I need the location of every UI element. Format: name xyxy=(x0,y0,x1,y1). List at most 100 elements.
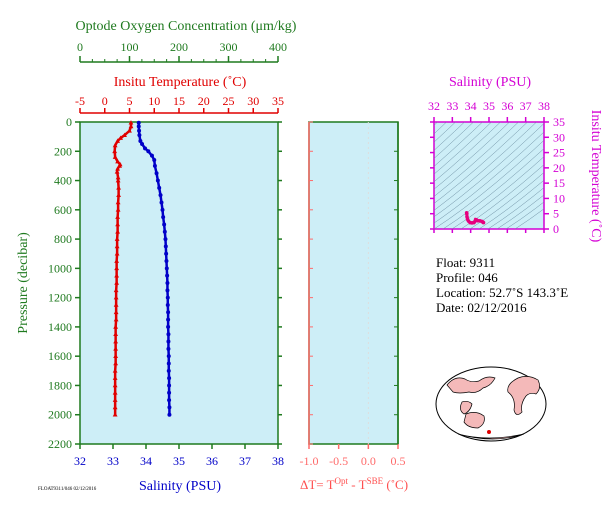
salinity-point xyxy=(137,128,142,133)
density-contour xyxy=(434,122,447,135)
main-data-layer xyxy=(112,120,172,417)
salinity-point xyxy=(167,376,172,381)
pressure-tick-label: 1200 xyxy=(48,291,72,305)
density-contour xyxy=(434,122,528,204)
density-contour xyxy=(434,122,456,143)
salinity-point xyxy=(166,339,171,344)
temperature-point xyxy=(113,346,119,351)
pressure-tick-label: 600 xyxy=(54,203,72,217)
temperature-point xyxy=(113,302,119,307)
temperature-axis-title: Insitu Temperature (˚C) xyxy=(114,75,247,90)
ts-xtick-label: 36 xyxy=(501,99,513,113)
delta-axes: -1.0 -0.5 0.0 0.5 xyxy=(300,121,406,468)
density-contour xyxy=(434,122,519,197)
temperature-tick-label: 15 xyxy=(173,94,185,108)
temperature-point xyxy=(116,192,122,197)
salinity-tick-label: 32 xyxy=(74,454,86,468)
salinity-tick-label: 34 xyxy=(140,454,152,468)
ts-density-contours xyxy=(434,122,544,229)
salinity-point xyxy=(166,354,171,359)
density-contour xyxy=(469,172,544,229)
pressure-tick-label: 400 xyxy=(54,174,72,188)
delta-axis-title: ΔT= TOpt - TSBE (˚C) xyxy=(300,476,408,492)
temperature-tick-label: 0 xyxy=(102,94,108,108)
temperature-point xyxy=(113,287,119,293)
pressure-axis-title: Pressure (decibar) xyxy=(16,232,31,334)
temperature-point xyxy=(114,273,120,278)
pressure-tick-label: 2000 xyxy=(48,408,72,422)
ts-xtick-label: 32 xyxy=(428,99,440,113)
salinity-point xyxy=(167,383,172,388)
temperature-tick-label: 35 xyxy=(272,94,284,108)
salinity-point xyxy=(166,332,171,337)
salinity-point xyxy=(137,133,142,138)
temperature-point xyxy=(128,123,134,129)
salinity-point xyxy=(166,368,171,373)
salinity-point xyxy=(136,124,141,129)
delta-tick-label: -0.5 xyxy=(329,454,348,468)
salinity-point xyxy=(165,281,170,285)
temperature-point xyxy=(113,295,119,300)
salinity-point xyxy=(159,200,164,205)
temperature-point xyxy=(114,258,120,263)
asia-landmass xyxy=(446,376,496,394)
temperature-point xyxy=(115,175,121,180)
density-contour xyxy=(434,122,465,151)
delta-plot-area xyxy=(308,121,399,445)
ts-ytick-label: 25 xyxy=(553,146,565,160)
temperature-point xyxy=(112,404,118,410)
ts-ytick-label: 10 xyxy=(553,191,565,205)
temperature-point xyxy=(128,120,134,125)
oxygen-tick-label: 400 xyxy=(269,40,287,54)
density-contour xyxy=(514,208,544,229)
temperature-tick-label: 30 xyxy=(247,94,259,108)
salinity-point xyxy=(163,237,168,242)
pressure-tick-label: 0 xyxy=(66,115,72,129)
pressure-tick-label: 2200 xyxy=(48,437,72,451)
salinity-point xyxy=(164,259,169,264)
temperature-point xyxy=(118,135,123,140)
temperature-point xyxy=(114,243,120,249)
temperature-point xyxy=(115,199,121,205)
delta-tick-label: 0.5 xyxy=(391,454,406,468)
temperature-point xyxy=(115,221,121,227)
density-contour xyxy=(505,201,544,229)
ts-xtick-label: 33 xyxy=(446,99,458,113)
ts-point xyxy=(465,211,469,216)
density-contour xyxy=(434,122,474,159)
ts-ytick-label: 35 xyxy=(553,115,565,129)
ts-ytick-label: 0 xyxy=(553,222,559,236)
footnote: FLOAT9311/046 02/12/2016 xyxy=(38,487,97,492)
salinity-point xyxy=(158,193,163,198)
density-contour xyxy=(434,131,544,224)
density-contour xyxy=(434,122,492,175)
salinity-point xyxy=(166,324,171,329)
delta-tick-label: 0.0 xyxy=(361,454,376,468)
salinity-point xyxy=(165,302,170,307)
oxygen-tick-label: 200 xyxy=(170,40,188,54)
salinity-point xyxy=(161,215,166,220)
temperature-tick-label: 10 xyxy=(148,94,160,108)
salinity-point xyxy=(154,171,159,176)
density-contour xyxy=(487,187,544,229)
temperature-point xyxy=(115,138,121,143)
temperature-point xyxy=(115,158,121,164)
salinity-point xyxy=(157,185,162,190)
salinity-point xyxy=(164,251,169,256)
ts-ylabel: Insitu Temperature (˚C) xyxy=(588,110,603,243)
ts-ytick-label: 15 xyxy=(553,176,565,190)
pressure-tick-label: 1000 xyxy=(48,261,72,275)
salinity-point xyxy=(140,141,145,146)
salinity-point xyxy=(160,207,165,212)
temperature-point xyxy=(115,229,121,234)
salinity-point xyxy=(167,412,172,417)
salinity-point xyxy=(166,317,171,322)
temperature-point xyxy=(113,316,119,322)
salinity-point xyxy=(162,222,167,227)
temperature-point xyxy=(113,338,119,344)
salinity-point xyxy=(165,295,170,300)
salinity-point xyxy=(146,149,151,154)
salinity-point xyxy=(167,398,172,403)
salinity-tick-label: 36 xyxy=(206,454,218,468)
